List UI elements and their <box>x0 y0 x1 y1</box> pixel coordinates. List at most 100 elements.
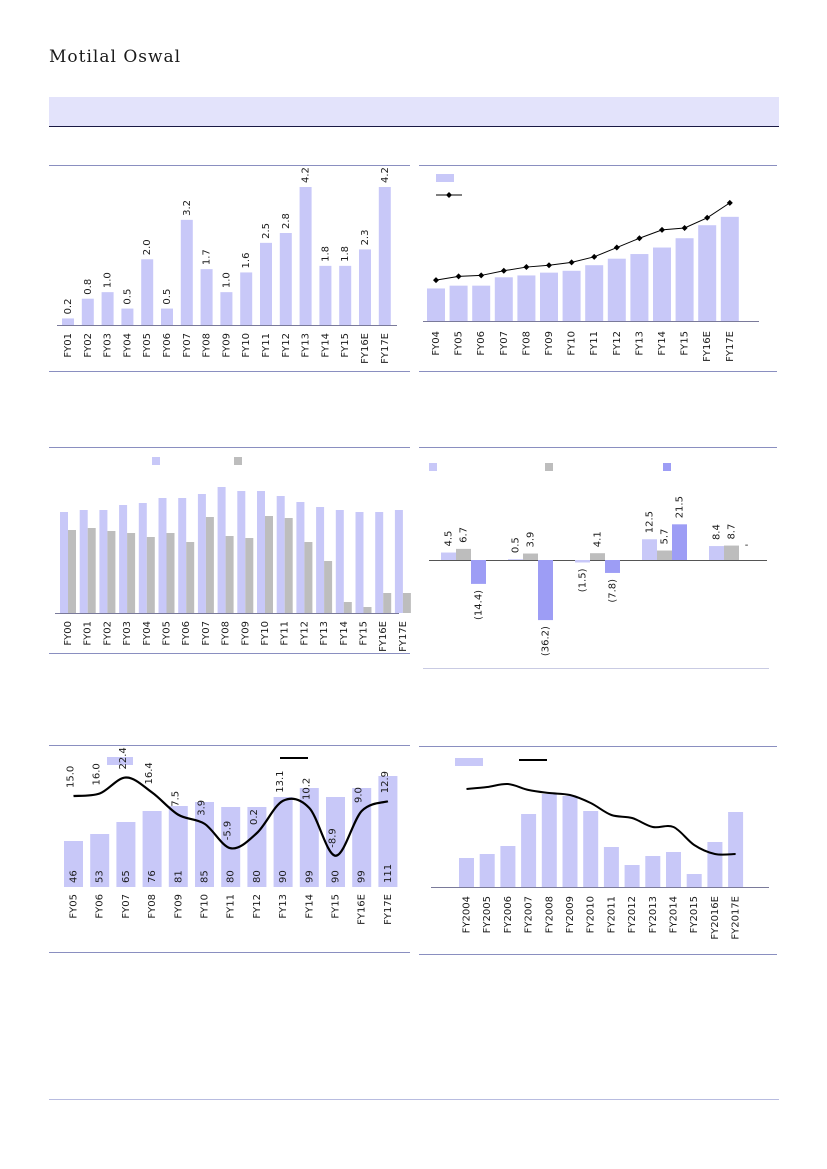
c2-x-label: FY15 <box>680 331 691 356</box>
line-value-label: 12.9 <box>380 771 391 793</box>
data-label: 4.2 <box>380 167 391 183</box>
bar-series-1 <box>575 560 590 563</box>
bar-value-label: 90 <box>278 870 289 883</box>
c2-x-label: FY14 <box>657 331 668 356</box>
bar-series-1 <box>296 502 305 613</box>
legend-swatch-bar <box>107 757 133 765</box>
c6-x-label: FY2008 <box>544 896 555 933</box>
bar <box>540 272 558 321</box>
data-label: 2.8 <box>281 213 292 229</box>
bar <box>459 858 474 887</box>
c3-x-label: FY09 <box>240 621 251 646</box>
line-value-label: 16.0 <box>92 763 103 785</box>
data-label: 0.5 <box>122 289 133 305</box>
c2-x-label: FY12 <box>612 331 623 356</box>
data-label: 3.9 <box>526 532 537 548</box>
bar-series-1 <box>508 559 523 560</box>
bar-series-1 <box>237 491 246 613</box>
data-label: (7.8) <box>608 579 619 603</box>
line-marker <box>613 244 620 251</box>
bar-value-label: 53 <box>95 870 106 883</box>
line-value-label: -8.9 <box>328 828 339 848</box>
c6-x-label: FY2007 <box>524 896 535 933</box>
c5-x-label: FY15 <box>331 894 342 919</box>
data-label: 8.4 <box>712 524 723 540</box>
bar <box>142 811 162 887</box>
bar <box>101 292 114 325</box>
c3-x-label: FY04 <box>142 621 153 646</box>
chart-1: 0.2 0.8 1.0 0.5 2.0 0.5 3.2 1.7 1.0 1.6 2.5 2.8 4.2 1… <box>49 165 410 372</box>
c3-x-label: FY12 <box>299 621 310 646</box>
c3-x-label: FY05 <box>162 621 173 646</box>
legend-swatch-bar <box>455 758 483 766</box>
c1-x-label: FY02 <box>83 333 94 358</box>
bar <box>686 874 702 887</box>
data-label: 1.6 <box>241 253 252 269</box>
line-marker <box>433 277 439 284</box>
line-marker <box>500 267 507 274</box>
data-label: (36.2) <box>541 626 552 656</box>
bar-series-2 <box>127 533 136 613</box>
bar <box>517 275 536 321</box>
c6-x-label: FY2016E <box>710 896 721 940</box>
bar-value-label: 80 <box>226 870 237 883</box>
data-label: (1.5) <box>578 568 589 592</box>
bar <box>666 852 681 887</box>
bar-series-1 <box>642 539 657 560</box>
bar <box>81 298 94 325</box>
data-label: 0.8 <box>83 279 94 295</box>
line-value-label: 10.2 <box>301 778 312 800</box>
c3-x-label: FY16E <box>378 621 389 652</box>
data-label: 0.2 <box>63 299 74 315</box>
bar <box>200 269 213 325</box>
legend-marker <box>446 192 452 198</box>
bar-series-2 <box>657 550 672 560</box>
bar-series-2 <box>456 548 471 560</box>
data-label: - <box>745 540 749 551</box>
data-label: 4.5 <box>444 531 455 547</box>
c1-x-label: FY15 <box>340 333 351 358</box>
c2-x-label: FY11 <box>589 331 600 356</box>
brand-logo: Motilal Oswal <box>49 47 182 67</box>
c3-x-label: FY03 <box>122 621 133 646</box>
bar-series-1 <box>138 503 147 613</box>
bar-series-1 <box>178 498 187 613</box>
line-value-label: 9.0 <box>354 787 365 803</box>
legend-swatch-bar <box>436 174 454 182</box>
bar-series-3 <box>538 560 553 621</box>
bar-series-2 <box>166 533 175 613</box>
bar <box>90 834 110 887</box>
bar-value-label: 99 <box>304 870 315 883</box>
c2-x-label: FY10 <box>567 331 578 356</box>
bar <box>698 225 717 321</box>
line-marker <box>478 272 485 279</box>
data-label: 1.7 <box>202 249 213 265</box>
c1-x-label: FY04 <box>122 333 133 358</box>
data-label: 1.8 <box>320 246 331 262</box>
c2-x-label: FY13 <box>634 331 645 356</box>
bar-value-label: 46 <box>69 870 80 883</box>
c3-x-label: FY13 <box>319 621 330 646</box>
data-label: 3.2 <box>182 200 193 216</box>
c5-x-label: FY07 <box>121 894 132 919</box>
bar-series-1 <box>375 512 384 613</box>
bar-series-2 <box>68 530 76 613</box>
bar <box>64 841 83 887</box>
c2-x-label: FY04 <box>431 331 442 356</box>
bar <box>299 788 319 887</box>
data-label: 21.5 <box>675 496 686 518</box>
bar-series-2 <box>87 528 96 613</box>
c6-x-label: FY2017E <box>731 896 742 940</box>
c6-x-label: FY2012 <box>627 896 638 933</box>
data-label: 12.5 <box>645 511 656 533</box>
c3-x-label: FY01 <box>83 621 94 646</box>
legend-swatch-series-1 <box>429 463 437 471</box>
c3-x-label: FY17E <box>398 621 409 652</box>
line-value-label: 15.0 <box>66 766 77 788</box>
bar-value-label: 76 <box>147 870 158 883</box>
bar-series-2 <box>205 517 214 613</box>
c2-x-label: FY07 <box>499 331 510 356</box>
c6-x-label: FY2009 <box>565 896 576 933</box>
c6-x-label: FY2005 <box>482 896 493 933</box>
data-label: 1.0 <box>103 272 114 288</box>
